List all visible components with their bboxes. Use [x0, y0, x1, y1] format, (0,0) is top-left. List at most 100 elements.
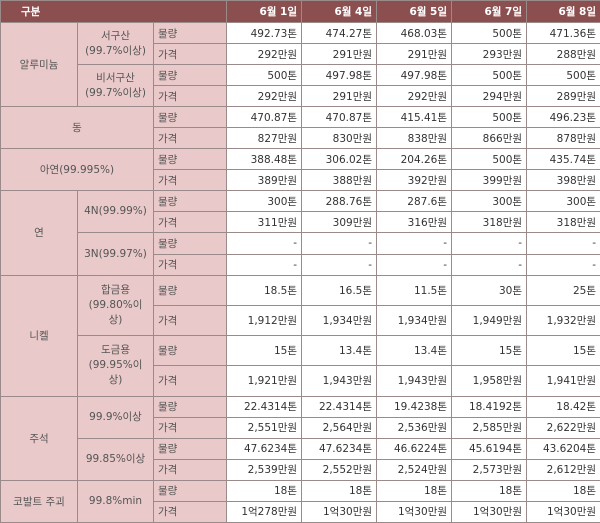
data-row: 3N(99.97%) 물량 - - - - -: [1, 232, 600, 276]
value-cell: 866만원: [451, 127, 528, 150]
value-cell: 43.6204톤: [526, 437, 600, 460]
value-cell: 2,622만원: [526, 416, 600, 439]
value-cell: 311만원: [226, 211, 303, 234]
value-cell: 18톤: [451, 479, 528, 502]
value-cell: 2,552만원: [301, 458, 378, 481]
item-grade: (99.7%이상): [85, 86, 146, 99]
value-cell: -: [376, 232, 453, 255]
value-cell: 497.98톤: [376, 64, 453, 87]
value-cell: 18톤: [376, 479, 453, 502]
value-cell: 1,932만원: [526, 304, 600, 337]
value-cell: 15톤: [526, 335, 600, 367]
data-row: 동 물량 470.87톤 470.87톤 415.41톤 500톤 496.23톤: [0, 106, 600, 150]
data-row: 알루미늄 서구산 (99.7%이상) 물량 492.73톤 474.27톤 468.03톤 5…: [0, 21, 600, 108]
value-cell: 2,524만원: [376, 458, 453, 481]
data-row: 비서구산 (99.7%이상) 물량 500톤 497.98톤 497.98톤 500톤 500…: [1, 64, 600, 108]
value-cell: 1,921만원: [226, 365, 303, 397]
value-cell: 830만원: [301, 127, 378, 150]
data-row: 가격 2,551만원 2,564만원 2,536만원 2,585만원 2,622만원: [1, 416, 600, 439]
value-cell: 2,539만원: [226, 458, 303, 481]
data-row: 가격 389만원 388만원 392만원 399만원 398만원: [1, 169, 600, 192]
row-label: 가격: [152, 211, 228, 234]
value-cell: 25톤: [526, 274, 600, 306]
value-cell: 496.23톤: [526, 106, 600, 129]
item-grade: (99.95%이상): [88, 359, 143, 387]
row-label: 물량: [152, 274, 228, 306]
value-cell: 22.4314톤: [301, 395, 378, 418]
group-name: 코발트 주괴: [0, 479, 78, 523]
value-cell: 287.6톤: [376, 190, 453, 213]
item-name: 합금용: [101, 283, 130, 296]
value-cell: 1억30만원: [451, 500, 528, 523]
data-row: 가격 1,921만원 1,943만원 1,943만원 1,958만원 1,941만원: [1, 365, 600, 397]
value-cell: 1억30만원: [376, 500, 453, 523]
group-name: 니켈: [0, 274, 78, 397]
item-name-cell: 도금용 (99.95%이상): [77, 335, 154, 397]
value-cell: 18톤: [226, 479, 303, 502]
value-cell: 15톤: [451, 335, 528, 367]
row-label: 가격: [152, 169, 228, 192]
item-name-cell: 99.85%이상: [77, 437, 154, 481]
row-label: 가격: [152, 416, 228, 439]
value-cell: 318만원: [451, 211, 528, 234]
value-cell: 15톤: [226, 335, 303, 367]
data-row: 코발트 주괴 99.8%min 물량 18톤 18톤 18톤 18톤 18톤: [0, 479, 600, 523]
item-name-cell: 서구산 (99.7%이상): [77, 21, 154, 66]
value-cell: 47.6234톤: [301, 437, 378, 460]
row-label: 물량: [152, 232, 228, 255]
value-cell: -: [226, 253, 303, 276]
value-cell: 399만원: [451, 169, 528, 192]
value-cell: 500톤: [451, 148, 528, 171]
value-cell: -: [376, 253, 453, 276]
row-label: 가격: [152, 365, 228, 397]
data-row: 가격 827만원 830만원 838만원 866만원 878만원: [1, 127, 600, 150]
header-label: 구분: [0, 0, 228, 23]
value-cell: 1,934만원: [376, 304, 453, 337]
row-label: 가격: [152, 43, 228, 66]
value-cell: 306.02톤: [301, 148, 378, 171]
value-cell: 18.4192톤: [451, 395, 528, 418]
value-cell: 435.74톤: [526, 148, 600, 171]
group-name: 주석: [0, 395, 78, 481]
row-label: 가격: [152, 253, 228, 276]
date-header: 6월 4일: [301, 0, 378, 23]
data-row: 가격 1억278만원 1억30만원 1억30만원 1억30만원 1억30만원: [1, 500, 600, 523]
value-cell: 2,612만원: [526, 458, 600, 481]
value-cell: 204.26톤: [376, 148, 453, 171]
value-cell: 470.87톤: [226, 106, 303, 129]
row-label: 물량: [152, 148, 228, 171]
data-row: 99.85%이상 물량 47.6234톤 47.6234톤 46.6224톤 45.619…: [1, 437, 600, 481]
value-cell: -: [301, 232, 378, 255]
group-name: 동: [0, 106, 154, 150]
value-cell: 2,585만원: [451, 416, 528, 439]
value-cell: 468.03톤: [376, 21, 453, 45]
data-row: 아연(99.995%) 물량 388.48톤 306.02톤 204.26톤 500톤 43…: [0, 148, 600, 192]
value-cell: 300톤: [526, 190, 600, 213]
item-grade: (99.80%이상): [88, 298, 143, 326]
value-cell: 18톤: [526, 479, 600, 502]
value-cell: 293만원: [451, 43, 528, 66]
value-cell: 497.98톤: [301, 64, 378, 87]
item-name: 서구산: [101, 29, 130, 42]
value-cell: 1억278만원: [226, 500, 303, 523]
value-cell: 1,912만원: [226, 304, 303, 337]
value-cell: -: [226, 232, 303, 255]
value-cell: 1,958만원: [451, 365, 528, 397]
value-cell: -: [526, 253, 600, 276]
value-cell: 292만원: [376, 85, 453, 108]
item-name-cell: 합금용 (99.80%이상): [77, 274, 154, 337]
value-cell: 45.6194톤: [451, 437, 528, 460]
value-cell: 827만원: [226, 127, 303, 150]
value-cell: 474.27톤: [301, 21, 378, 45]
item-name: 도금용: [101, 344, 130, 357]
value-cell: 22.4314톤: [226, 395, 303, 418]
value-cell: 2,564만원: [301, 416, 378, 439]
value-cell: -: [451, 232, 528, 255]
item-name-cell: 비서구산 (99.7%이상): [77, 64, 154, 108]
value-cell: 388.48톤: [226, 148, 303, 171]
value-cell: -: [526, 232, 600, 255]
data-row: 연 4N(99.99%) 물량 300톤 288.76톤 287.6톤 300톤 300톤: [0, 190, 600, 276]
value-cell: 292만원: [226, 85, 303, 108]
row-label: 물량: [152, 395, 228, 418]
